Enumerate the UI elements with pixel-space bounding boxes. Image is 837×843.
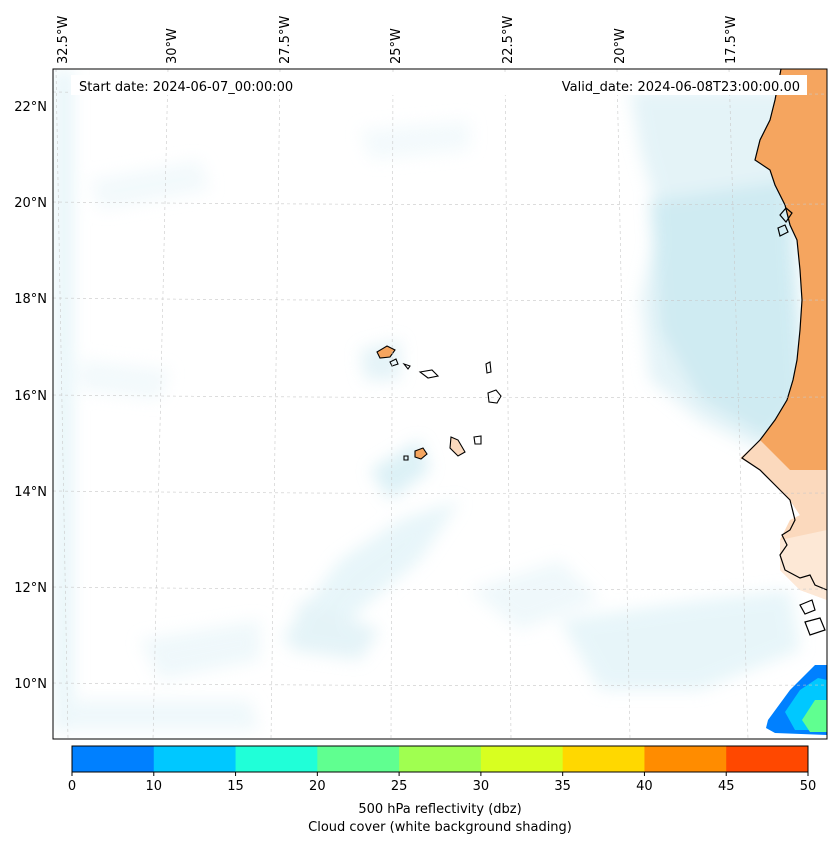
lon-label: 17.5°W	[724, 16, 739, 64]
cape-verde-islands	[376, 345, 502, 461]
info-banner	[71, 75, 807, 95]
reflectivity-cell	[766, 665, 827, 735]
lat-label: 16°N	[14, 389, 47, 404]
colorbar-tick-label: 45	[718, 779, 735, 794]
map-area	[53, 69, 827, 739]
colorbar-segment	[726, 746, 809, 772]
colorbar-segment	[562, 746, 645, 772]
colorbar-tick-label: 25	[391, 779, 408, 794]
valid-date-label: Valid_date: 2024-06-08T23:00:00.00	[562, 80, 800, 95]
colorbar-segment	[72, 746, 155, 772]
lon-label: 20°W	[613, 28, 628, 64]
lon-label: 30°W	[165, 28, 180, 64]
latitude-labels: 22°N 20°N 18°N 16°N 14°N 12°N 10°N	[14, 100, 47, 692]
longitude-labels: 32.5°W 30°W 27.5°W 25°W 22.5°W 20°W 17.5…	[56, 16, 739, 64]
start-date-label: Start date: 2024-06-07_00:00:00	[79, 80, 293, 95]
colorbar-segment	[399, 746, 482, 772]
lat-label: 12°N	[14, 581, 47, 596]
lon-label: 32.5°W	[56, 16, 71, 64]
colorbar-label: 500 hPa reflectivity (dbz)	[358, 802, 521, 817]
colorbar-tick-label: 35	[554, 779, 571, 794]
lat-label: 10°N	[14, 677, 47, 692]
colorbar-tick-label: 30	[473, 779, 490, 794]
lon-label: 22.5°W	[501, 16, 516, 64]
lat-label: 14°N	[14, 485, 47, 500]
lon-label: 27.5°W	[278, 16, 293, 64]
lat-label: 18°N	[14, 292, 47, 307]
coastline	[741, 69, 827, 636]
colorbar-tick-label: 50	[800, 779, 817, 794]
colorbar-segment	[317, 746, 400, 772]
colorbar-tick-label: 40	[636, 779, 653, 794]
colorbar-tick-label: 0	[68, 779, 76, 794]
colorbar-segment	[480, 746, 564, 772]
land-africa	[740, 69, 827, 600]
lat-label: 20°N	[14, 196, 47, 211]
colorbar-sublabel: Cloud cover (white background shading)	[308, 820, 572, 835]
colorbar-frame	[71, 745, 809, 773]
map-frame	[52, 68, 828, 740]
lat-label: 22°N	[14, 100, 47, 115]
colorbar-tick-label: 20	[309, 779, 326, 794]
lon-label: 25°W	[389, 28, 404, 64]
colorbar-tick-label: 15	[227, 779, 244, 794]
colorbar-segment	[153, 746, 237, 772]
colorbar-segment	[644, 746, 727, 772]
colorbar-segment	[235, 746, 318, 772]
colorbar-tick-label: 10	[146, 779, 163, 794]
colorbar: 0 10 15 20 25 30 35 40 45 50	[68, 745, 817, 794]
cloud-cover-shading	[55, 70, 805, 730]
